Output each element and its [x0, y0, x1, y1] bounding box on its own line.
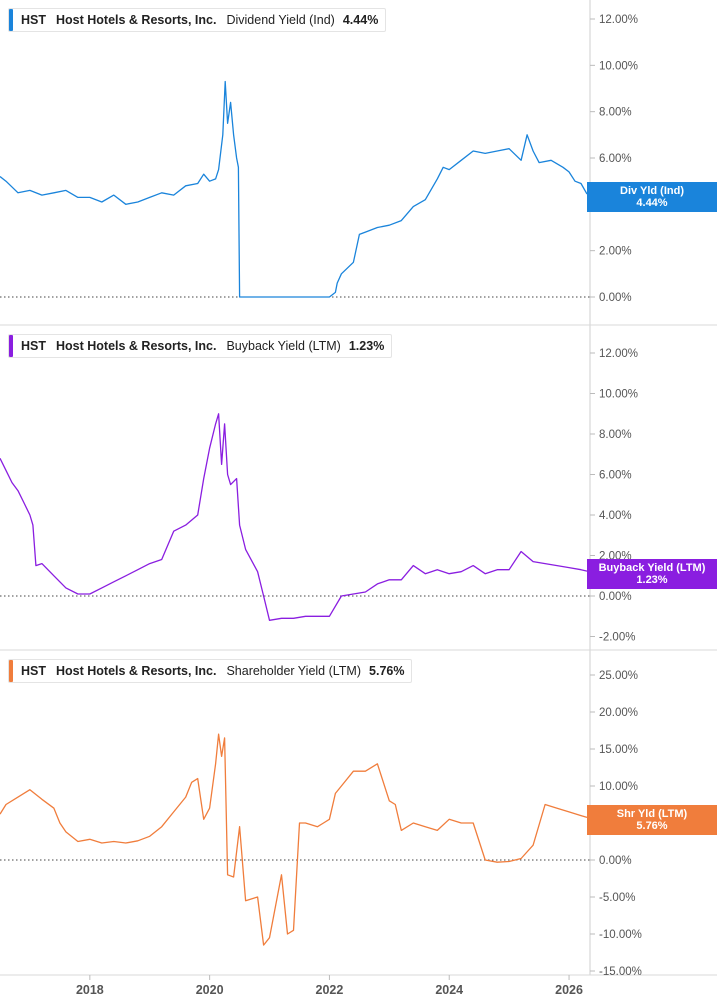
y-tick-label: 20.00% [599, 707, 638, 719]
y-tick-label: 6.00% [599, 470, 632, 482]
value-tag-label: Div Yld (Ind) [620, 185, 684, 197]
legend-company: Host Hotels & Resorts, Inc. [56, 339, 217, 353]
y-tick-label: 12.00% [599, 14, 638, 26]
y-tick-label: 8.00% [599, 429, 632, 441]
y-tick-label: 25.00% [599, 670, 638, 682]
legend-company: Host Hotels & Resorts, Inc. [56, 13, 217, 27]
series-line-buyback [0, 413, 588, 621]
legend-company: Host Hotels & Resorts, Inc. [56, 664, 217, 678]
y-tick-label: 0.00% [599, 855, 632, 867]
y-tick-label: 10.00% [599, 781, 638, 793]
y-tick-label: -15.00% [599, 966, 642, 978]
y-tick-label: 8.00% [599, 107, 632, 119]
y-tick-label: 0.00% [599, 292, 632, 304]
x-tick-label: 2020 [196, 983, 224, 997]
legend-ticker: HST [21, 339, 46, 353]
legend-metric: Dividend Yield (Ind) [226, 13, 335, 27]
series-line-div [0, 80, 588, 298]
legend-ticker: HST [21, 664, 46, 678]
value-tag-value: 1.23% [636, 574, 668, 586]
y-tick-label: -2.00% [599, 632, 635, 644]
legend-value: 4.44% [342, 13, 379, 27]
legend-value: 1.23% [348, 339, 385, 353]
value-tag-dividend: Div Yld (Ind) 4.44% [587, 182, 717, 212]
y-tick-label: -5.00% [599, 892, 635, 904]
series-line-shareholder [0, 733, 588, 946]
legend-value: 5.76% [369, 664, 405, 678]
y-tick-label: 10.00% [599, 60, 638, 72]
legend-swatch [9, 9, 13, 31]
value-tag-value: 5.76% [636, 820, 668, 832]
legend-metric: Buyback Yield (LTM) [226, 339, 341, 353]
legend-shareholder-yield: HST Host Hotels & Resorts, Inc. Sharehol… [8, 659, 413, 683]
y-tick-label: 12.00% [599, 348, 638, 360]
x-tick-label: 2026 [555, 983, 583, 997]
value-tag-shareholder: Shr Yld (LTM) 5.76% [587, 805, 717, 835]
legend-buyback-yield: HST Host Hotels & Resorts, Inc. Buyback … [8, 334, 393, 358]
y-tick-label: 2.00% [599, 246, 632, 258]
y-tick-label: -10.00% [599, 929, 642, 941]
legend-ticker: HST [21, 13, 46, 27]
legend-swatch [9, 660, 13, 682]
y-tick-label: 10.00% [599, 389, 638, 401]
x-tick-label: 2024 [435, 983, 463, 997]
legend-metric: Shareholder Yield (LTM) [226, 664, 362, 678]
y-tick-label: 0.00% [599, 591, 632, 603]
x-tick-label: 2022 [316, 983, 344, 997]
value-tag-label: Shr Yld (LTM) [616, 808, 688, 820]
y-tick-label: 4.00% [599, 510, 632, 522]
value-tag-label: Buyback Yield (LTM) [598, 562, 706, 574]
y-tick-label: 15.00% [599, 744, 638, 756]
value-tag-value: 4.44% [636, 197, 668, 209]
y-tick-label: 6.00% [599, 153, 632, 165]
value-tag-buyback: Buyback Yield (LTM) 1.23% [587, 559, 717, 589]
x-tick-label: 2018 [76, 983, 104, 997]
legend-swatch [9, 335, 13, 357]
legend-dividend-yield: HST Host Hotels & Resorts, Inc. Dividend… [8, 8, 387, 32]
